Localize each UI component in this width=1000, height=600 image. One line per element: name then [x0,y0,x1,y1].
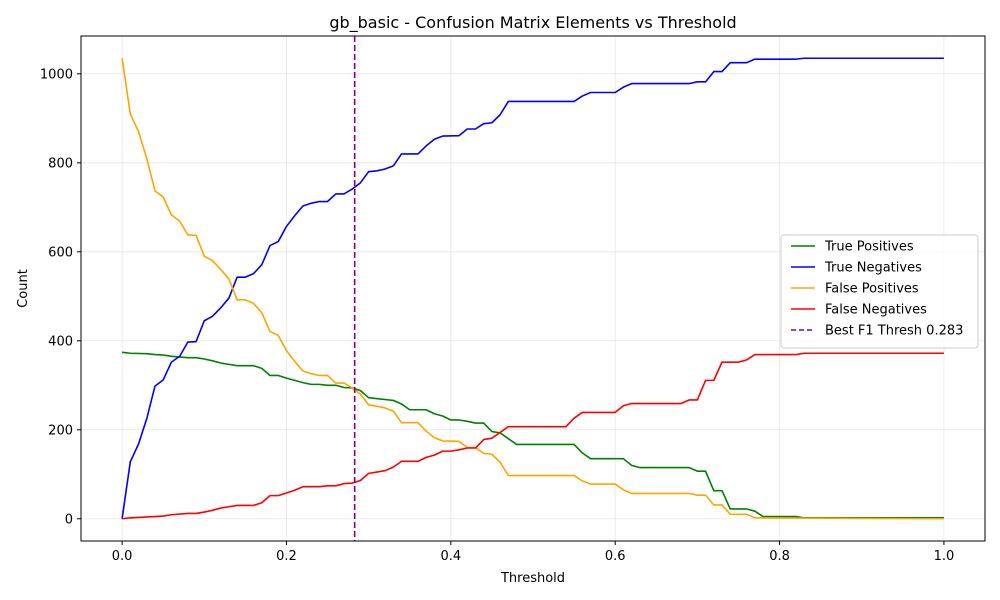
x-tick-label: 0.8 [769,549,790,564]
x-tick-label: 0.6 [605,549,626,564]
x-axis-label: Threshold [500,571,565,586]
y-tick-label: 0 [65,512,73,527]
series-line-true-negatives [121,57,944,519]
y-tick-label: 200 [48,423,73,438]
x-tick-label: 0.2 [276,549,297,564]
chart-title: gb_basic - Confusion Matrix Elements vs … [329,13,736,33]
legend-label: False Positives [825,282,919,297]
y-tick-label: 800 [48,156,73,171]
legend-label: True Positives [824,240,914,255]
y-axis-label: Count [16,269,31,308]
legend-label: True Negatives [824,261,922,276]
series-line-false-negatives [122,352,944,520]
legend: True Positives True Negatives False Positi… [780,234,979,349]
axis-ticks: 0.0 0.2 0.4 0.6 0.8 1.0 0 200 400 600 800 1000 [40,67,954,564]
plot-frame [80,35,986,542]
y-tick-label: 400 [48,334,73,349]
series-line-false-positives [121,58,944,520]
y-tick-label: 1000 [40,67,73,82]
x-tick-label: 0.0 [112,549,133,564]
legend-label: False Negatives [825,303,927,318]
y-tick-label: 600 [48,245,73,260]
x-tick-label: 0.4 [440,549,461,564]
legend-label: Best F1 Thresh 0.283 [825,324,963,339]
legend-box [780,234,979,349]
x-tick-label: 1.0 [934,549,955,564]
series-line-true-positives [122,351,944,519]
series-lines [121,36,944,541]
